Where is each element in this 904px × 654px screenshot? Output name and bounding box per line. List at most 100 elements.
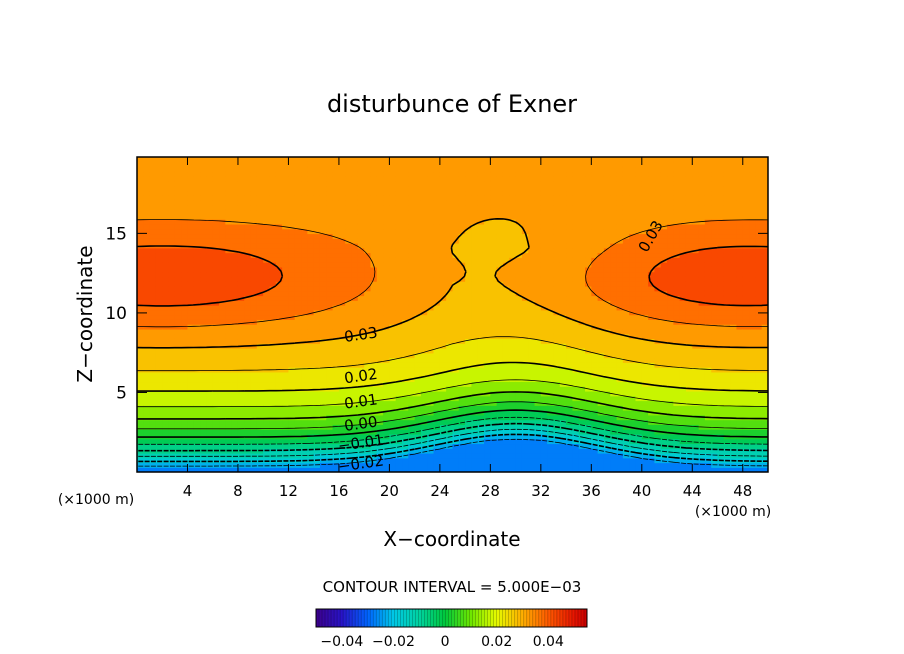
field-cell: [597, 219, 605, 225]
field-cell: [553, 176, 561, 182]
field-cell: [484, 452, 492, 459]
field-cell: [528, 233, 536, 239]
field-cell: [534, 157, 542, 163]
field-cell: [559, 309, 567, 316]
field-cell: [471, 319, 479, 325]
field-cell: [521, 252, 529, 258]
field-cell: [540, 219, 548, 225]
field-cell: [256, 429, 264, 435]
field-cell: [143, 381, 151, 387]
field-cell: [509, 176, 517, 182]
field-cell: [408, 324, 416, 330]
field-cell: [502, 324, 510, 330]
field-cell: [294, 347, 302, 354]
field-cell: [351, 371, 359, 378]
field-cell: [193, 462, 201, 468]
field-cell: [149, 176, 157, 182]
field-cell: [471, 433, 479, 440]
field-cell: [149, 228, 157, 235]
field-cell: [585, 304, 593, 311]
field-cell: [332, 219, 340, 225]
field-cell: [263, 223, 271, 230]
field-cell: [237, 252, 245, 258]
field-cell: [484, 166, 492, 173]
field-cell: [174, 443, 182, 449]
field-cell: [181, 176, 189, 182]
field-cell: [282, 157, 290, 163]
field-cell: [534, 204, 542, 211]
field-cell: [307, 252, 315, 258]
field-cell: [231, 395, 239, 402]
field-cell: [591, 429, 599, 435]
field-cell: [301, 257, 309, 263]
field-cell: [219, 238, 227, 244]
field-cell: [319, 419, 327, 425]
field-cell: [610, 252, 618, 258]
field-cell: [168, 281, 176, 287]
field-cell: [294, 295, 302, 301]
field-cell: [301, 386, 309, 392]
field-cell: [433, 314, 441, 320]
field-cell: [439, 166, 447, 173]
field-cell: [244, 209, 252, 215]
field-cell: [351, 157, 359, 163]
field-cell: [345, 161, 353, 168]
field-cell: [414, 429, 422, 435]
field-cell: [263, 176, 271, 182]
field-cell: [357, 400, 365, 406]
field-cell: [420, 352, 428, 359]
field-cell: [370, 228, 378, 235]
field-cell: [338, 304, 346, 311]
field-cell: [370, 223, 378, 230]
field-cell: [282, 161, 290, 168]
field-cell: [187, 238, 195, 244]
field-cell: [534, 247, 542, 254]
field-cell: [420, 371, 428, 378]
field-cell: [162, 400, 170, 406]
field-cell: [212, 352, 220, 359]
field-cell: [465, 324, 473, 330]
field-cell: [591, 367, 599, 373]
field-cell: [370, 185, 378, 192]
field-cell: [547, 157, 555, 163]
field-cell: [490, 214, 498, 220]
field-cell: [187, 157, 195, 163]
field-cell: [547, 214, 555, 220]
field-cell: [458, 390, 466, 397]
field-cell: [155, 362, 163, 368]
field-cell: [585, 285, 593, 292]
field-cell: [515, 304, 523, 311]
field-cell: [301, 381, 309, 387]
field-cell: [288, 262, 296, 268]
field-cell: [212, 166, 220, 173]
field-cell: [326, 247, 334, 254]
field-cell: [149, 195, 157, 201]
field-cell: [319, 204, 327, 211]
field-cell: [528, 429, 536, 435]
field-cell: [395, 462, 403, 468]
field-cell: [452, 219, 460, 225]
field-cell: [155, 424, 163, 430]
field-cell: [231, 214, 239, 220]
field-cell: [345, 209, 353, 215]
field-cell: [572, 424, 580, 430]
field-cell: [515, 381, 523, 387]
field-cell: [364, 223, 372, 230]
field-cell: [231, 281, 239, 287]
field-cell: [174, 309, 182, 316]
field-cell: [597, 347, 605, 354]
field-cell: [433, 295, 441, 301]
field-cell: [269, 443, 277, 449]
field-cell: [566, 309, 574, 316]
field-cell: [408, 328, 416, 335]
field-cell: [332, 223, 340, 230]
field-cell: [357, 457, 365, 464]
field-cell: [187, 276, 195, 282]
field-cell: [452, 352, 460, 359]
field-cell: [225, 195, 233, 201]
field-cell: [212, 462, 220, 468]
field-cell: [288, 400, 296, 406]
field-cell: [351, 395, 359, 402]
field-cell: [414, 362, 422, 368]
field-cell: [439, 433, 447, 440]
